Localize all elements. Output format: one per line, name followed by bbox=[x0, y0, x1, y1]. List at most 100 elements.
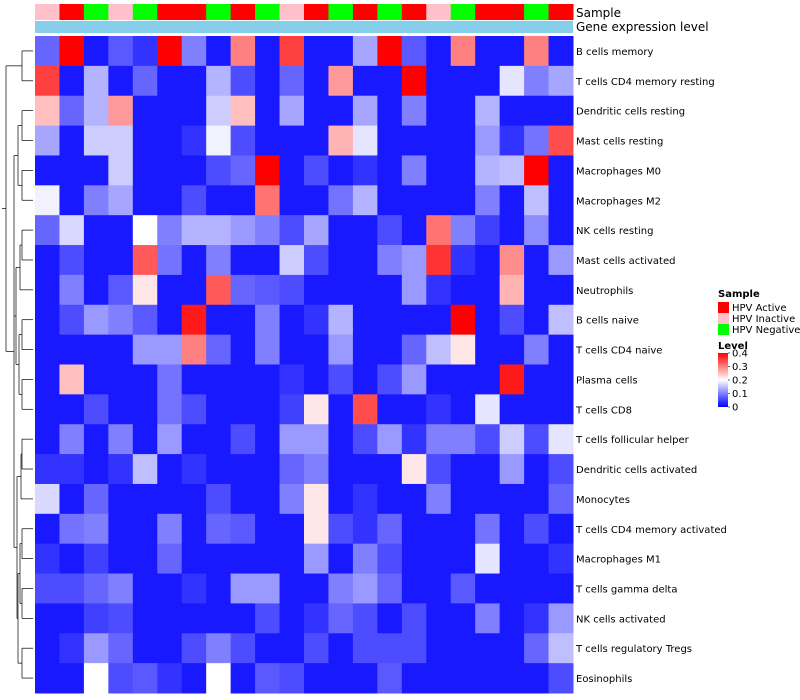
heatmap-cell bbox=[352, 65, 378, 97]
heatmap-cell bbox=[83, 185, 109, 216]
row-label: B cells memory bbox=[576, 47, 653, 58]
heatmap-cell bbox=[83, 95, 109, 127]
row-label: B cells naive bbox=[576, 316, 639, 327]
heatmap-cell bbox=[230, 65, 256, 97]
heatmap-cell bbox=[499, 483, 525, 515]
heatmap-cell bbox=[181, 65, 207, 97]
heatmap-cell bbox=[230, 483, 256, 515]
heatmap-cell bbox=[83, 513, 109, 545]
heatmap-cell bbox=[426, 603, 452, 634]
heatmap-cell bbox=[132, 543, 158, 575]
annotation-label-sample: Sample bbox=[576, 6, 621, 20]
heatmap-cell bbox=[255, 573, 281, 604]
sample-annotation-cell bbox=[548, 4, 574, 20]
heatmap-cell bbox=[352, 603, 378, 634]
heatmap-cell bbox=[304, 215, 329, 246]
heatmap-cell bbox=[157, 215, 183, 246]
heatmap-cell bbox=[132, 155, 158, 186]
heatmap-cell bbox=[304, 394, 329, 425]
heatmap-cell bbox=[132, 573, 158, 604]
heatmap-cell bbox=[279, 603, 305, 634]
heatmap-cell bbox=[83, 125, 109, 156]
heatmap-cell bbox=[524, 125, 550, 156]
heatmap-cell bbox=[181, 155, 207, 186]
heatmap-cell bbox=[426, 543, 452, 575]
annotation-label-expression: Gene expression level bbox=[576, 20, 709, 34]
heatmap-cell bbox=[499, 155, 525, 186]
sample-annotation-cell bbox=[181, 4, 207, 20]
heatmap-cell bbox=[181, 304, 207, 336]
heatmap-cell bbox=[304, 304, 329, 336]
heatmap-cell bbox=[499, 633, 525, 664]
heatmap-cell bbox=[304, 334, 329, 365]
heatmap-cell bbox=[524, 95, 550, 127]
heatmap-cell bbox=[157, 424, 183, 455]
row-label: NK cells activated bbox=[576, 614, 666, 625]
legend-swatch-hpv-active bbox=[718, 302, 729, 313]
heatmap-cell bbox=[548, 603, 574, 634]
sample-annotation-cell bbox=[475, 4, 501, 20]
heatmap-cell bbox=[255, 364, 281, 395]
heatmap-cell bbox=[108, 95, 134, 127]
heatmap-cell bbox=[83, 245, 109, 276]
sample-annotation-cell bbox=[279, 4, 305, 20]
heatmap-cell bbox=[157, 633, 183, 664]
heatmap-cell bbox=[304, 364, 329, 395]
heatmap-cell bbox=[499, 513, 525, 545]
heatmap-cell bbox=[450, 304, 476, 336]
row-dendrogram bbox=[2, 50, 33, 679]
heatmap-cell bbox=[279, 364, 305, 395]
heatmap-cell bbox=[328, 334, 354, 365]
heatmap-cell bbox=[206, 65, 232, 97]
heatmap-cell bbox=[524, 603, 550, 634]
heatmap-cell bbox=[304, 483, 329, 515]
heatmap-cell bbox=[475, 394, 501, 425]
heatmap-cell bbox=[279, 36, 305, 67]
heatmap-cell bbox=[279, 245, 305, 276]
heatmap-cell bbox=[524, 513, 550, 545]
heatmap-cell bbox=[157, 36, 183, 67]
heatmap-cell bbox=[328, 633, 354, 664]
heatmap-cell bbox=[59, 334, 85, 365]
heatmap-cell bbox=[426, 394, 452, 425]
heatmap-cell bbox=[206, 543, 232, 575]
heatmap-cell bbox=[377, 36, 403, 67]
heatmap-cell bbox=[524, 65, 550, 97]
heatmap-cell bbox=[59, 603, 85, 634]
heatmap-cell bbox=[59, 36, 85, 67]
heatmap-cell bbox=[475, 155, 501, 186]
heatmap-cell bbox=[108, 424, 134, 455]
heatmap-cell bbox=[83, 364, 109, 395]
heatmap-cell bbox=[524, 424, 550, 455]
heatmap-cell bbox=[524, 483, 550, 515]
heatmap-cell bbox=[157, 125, 183, 156]
heatmap-cell bbox=[352, 185, 378, 216]
heatmap-cell bbox=[157, 304, 183, 336]
heatmap-cell bbox=[475, 245, 501, 276]
heatmap-cell bbox=[255, 125, 281, 156]
heatmap-cell bbox=[377, 483, 403, 515]
row-label: Eosinophils bbox=[576, 674, 632, 685]
heatmap-cell bbox=[548, 245, 574, 276]
row-label: Macrophages M1 bbox=[576, 555, 661, 566]
heatmap-cell bbox=[475, 603, 501, 634]
heatmap-cell bbox=[328, 573, 354, 604]
heatmap-cell bbox=[206, 573, 232, 604]
heatmap-cell bbox=[499, 394, 525, 425]
heatmap-cell bbox=[450, 424, 476, 455]
heatmap-cell bbox=[108, 633, 134, 664]
heatmap-cell bbox=[401, 155, 427, 186]
heatmap-cell bbox=[279, 304, 305, 336]
heatmap-cell bbox=[548, 454, 574, 485]
heatmap-cell bbox=[499, 454, 525, 485]
heatmap-cell bbox=[206, 454, 232, 485]
legend-swatch-hpv-inactive bbox=[718, 313, 729, 324]
heatmap-cell bbox=[377, 454, 403, 485]
heatmap-cell bbox=[181, 394, 207, 425]
heatmap-cell bbox=[328, 454, 354, 485]
heatmap-cell bbox=[548, 334, 574, 365]
heatmap-cell bbox=[475, 424, 501, 455]
heatmap-cell bbox=[83, 573, 109, 604]
heatmap-cell bbox=[524, 364, 550, 395]
heatmap-cell bbox=[230, 155, 256, 186]
